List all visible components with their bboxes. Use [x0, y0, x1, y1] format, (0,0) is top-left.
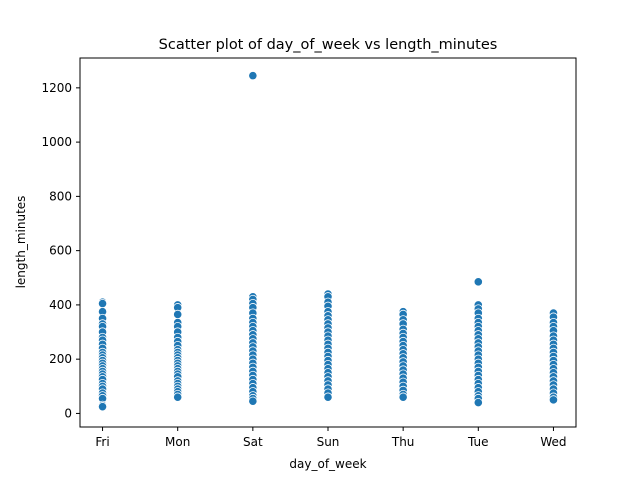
y-tick-label: 1000 — [41, 135, 72, 149]
x-tick-label: Wed — [540, 435, 566, 449]
data-point — [548, 395, 559, 405]
data-point — [248, 396, 258, 406]
y-axis-label: length_minutes — [14, 196, 28, 289]
data-point — [473, 397, 483, 408]
data-point — [97, 298, 108, 309]
y-tick-label: 400 — [49, 298, 72, 312]
y-axis-ticks: 0 200 400 600 800 1000 1200 — [41, 81, 80, 420]
y-tick-label: 600 — [49, 244, 72, 258]
y-tick-label: 0 — [64, 406, 72, 420]
y-tick-label: 800 — [49, 189, 72, 203]
data-point — [248, 71, 258, 81]
x-axis-ticks: Fri Mon Sat Sun Thu Tue Wed — [95, 427, 567, 449]
data-point — [173, 392, 183, 402]
x-axis-label: day_of_week — [289, 457, 366, 471]
x-tick-label: Tue — [467, 435, 489, 449]
x-tick-label: Thu — [391, 435, 415, 449]
data-point — [173, 309, 183, 320]
chart-title: Scatter plot of day_of_week vs length_mi… — [159, 37, 498, 53]
points-layer — [97, 71, 559, 412]
data-point — [473, 277, 483, 287]
x-tick-label: Sun — [317, 435, 340, 449]
data-point — [323, 392, 333, 402]
y-tick-label: 1200 — [41, 81, 72, 95]
x-tick-label: Mon — [165, 435, 190, 449]
x-tick-label: Fri — [95, 435, 109, 449]
y-tick-label: 200 — [49, 352, 72, 366]
data-point — [398, 392, 408, 402]
data-point — [97, 402, 108, 412]
plot-area — [79, 57, 577, 428]
x-tick-label: Sat — [243, 435, 263, 449]
